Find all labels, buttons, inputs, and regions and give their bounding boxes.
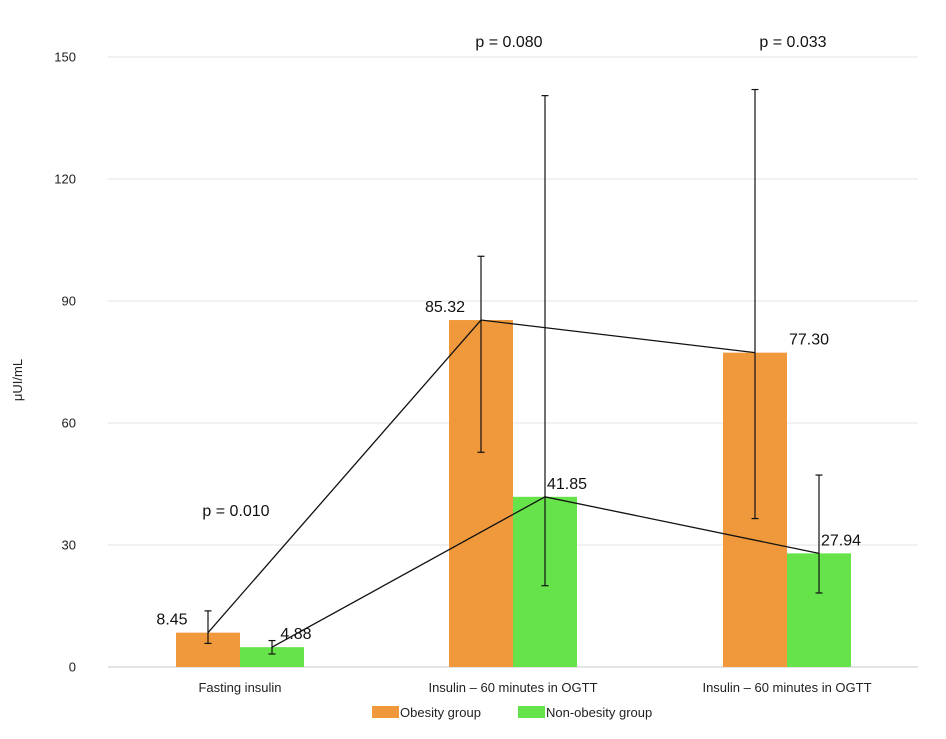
y-tick-label: 0	[69, 660, 76, 675]
y-tick-label: 30	[62, 538, 76, 553]
data-label: 41.85	[547, 476, 587, 493]
data-labels: 8.45 85.32 77.30 4.88 41.85 27.94	[156, 299, 861, 643]
y-tick-label: 90	[62, 294, 76, 309]
legend-swatch-non-obesity	[518, 706, 545, 718]
p-value-annotations: p = 0.010 p = 0.080 p = 0.033	[202, 34, 826, 520]
bar	[240, 647, 304, 667]
p-value-label: p = 0.033	[759, 34, 826, 51]
data-label: 8.45	[156, 612, 187, 629]
y-axis-ticks: 0 30 60 90 120 150	[54, 50, 76, 675]
data-label: 77.30	[789, 332, 829, 349]
error-bars	[204, 88, 823, 655]
error-bar	[477, 255, 485, 453]
category-label: Insulin – 60 minutes in OGTT	[428, 680, 597, 695]
error-bar	[751, 88, 759, 520]
data-label: 4.88	[280, 626, 311, 643]
error-bar	[541, 95, 549, 587]
y-axis-title: μUI/mL	[10, 359, 25, 401]
category-labels: Fasting insulin Insulin – 60 minutes in O…	[198, 680, 871, 695]
data-label: 27.94	[821, 532, 861, 549]
category-label: Fasting insulin	[198, 680, 281, 695]
legend: Obesity group Non-obesity group	[372, 705, 652, 720]
data-label: 85.32	[425, 299, 465, 316]
y-tick-label: 150	[54, 50, 76, 65]
y-tick-label: 120	[54, 172, 76, 187]
error-bar	[815, 474, 823, 594]
y-tick-label: 60	[62, 416, 76, 431]
legend-swatch-obesity	[372, 706, 399, 718]
p-value-label: p = 0.080	[475, 34, 542, 51]
error-bar	[204, 610, 212, 645]
bars	[176, 320, 851, 667]
p-value-label: p = 0.010	[202, 503, 269, 520]
error-bar	[268, 639, 276, 655]
legend-label-obesity: Obesity group	[400, 705, 481, 720]
legend-label-non-obesity: Non-obesity group	[546, 705, 652, 720]
category-label: Insulin – 60 minutes in OGTT	[702, 680, 871, 695]
